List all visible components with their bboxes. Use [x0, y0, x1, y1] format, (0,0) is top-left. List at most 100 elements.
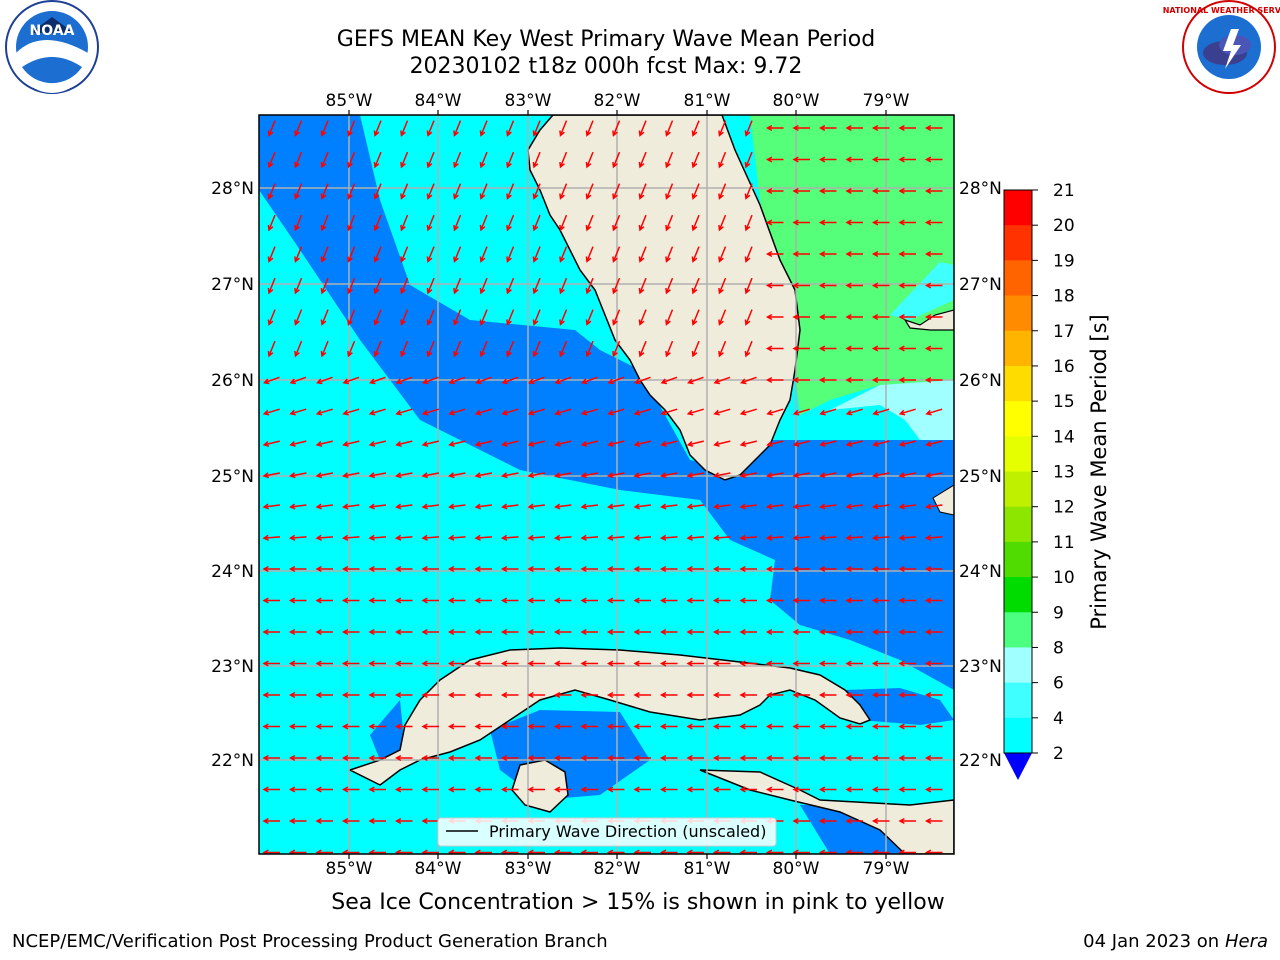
wave-arrow [871, 250, 890, 258]
wave-arrow [500, 534, 519, 541]
wave-arrow [660, 408, 678, 416]
wave-arrow [400, 214, 409, 232]
wave-arrow [665, 277, 674, 295]
wave-arrow [660, 503, 678, 510]
wave-arrow [739, 472, 758, 479]
colorbar-segment [1004, 471, 1032, 508]
wave-arrow [765, 345, 784, 352]
lat-label-left: 24°N [211, 562, 254, 582]
wave-arrow [898, 472, 917, 479]
wave-arrow [924, 156, 943, 163]
wave-arrow [400, 120, 409, 137]
wave-arrow [766, 440, 784, 447]
wave-arrow [845, 786, 863, 793]
wave-arrow [400, 246, 409, 263]
wave-arrow [580, 597, 598, 604]
wave-arrow [819, 472, 837, 479]
wave-arrow [506, 309, 515, 326]
wave-arrow [898, 503, 916, 510]
wave-arrow [718, 183, 727, 200]
wave-arrow [924, 124, 943, 132]
wave-arrow [289, 376, 307, 385]
grid-lines [259, 115, 954, 854]
wave-arrow [447, 754, 466, 762]
wave-arrow [501, 503, 519, 510]
wave-arrow [500, 628, 519, 636]
wave-arrow [394, 817, 413, 825]
wave-arrow [426, 277, 435, 295]
wave-arrow [845, 534, 864, 541]
wave-arrow [315, 472, 334, 479]
wave-arrow [659, 597, 678, 604]
wave-arrow [845, 408, 863, 416]
wave-arrow [665, 120, 674, 137]
wave-arrow [606, 691, 625, 699]
lat-label-left: 28°N [211, 179, 254, 199]
wave-arrow [368, 440, 386, 447]
wave-arrow [924, 187, 943, 195]
wave-arrow [500, 754, 519, 762]
wave-arrow [845, 849, 863, 854]
wave-arrow [373, 246, 382, 263]
wave-arrow [474, 849, 492, 854]
wave-arrow [871, 565, 890, 573]
wave-arrow [368, 817, 386, 825]
wave-arrow [585, 214, 594, 232]
wave-arrow [368, 754, 386, 762]
wave-arrow [532, 309, 541, 326]
wave-arrow [553, 534, 572, 541]
wave-arrow [580, 786, 598, 793]
wave-arrow [395, 408, 413, 416]
wave-arrow [765, 250, 784, 258]
lat-label-right: 24°N [959, 562, 1002, 582]
lon-label-bottom: 83°W [505, 859, 552, 879]
wave-arrow [638, 340, 647, 358]
wave-arrow [691, 183, 700, 200]
wave-arrow [527, 440, 545, 447]
wave-arrow [342, 440, 360, 447]
wave-arrow [898, 376, 916, 384]
wave-arrow [871, 313, 890, 321]
wave-arrow [607, 408, 625, 416]
wave-arrow [712, 534, 731, 541]
wave-arrow [426, 151, 435, 169]
lon-label-top: 80°W [773, 91, 820, 111]
colorbar-tick-label: 19 [1053, 251, 1075, 271]
wave-arrow [691, 214, 700, 232]
wave-arrow [500, 849, 519, 854]
wave-arrow [267, 120, 276, 137]
wave-arrow [765, 691, 784, 699]
wave-arrow [421, 503, 439, 510]
wave-arrow [898, 534, 917, 541]
wave-arrow [718, 151, 727, 169]
colorbar-segment [1004, 647, 1032, 684]
wave-arrow [500, 565, 519, 573]
wave-arrow [898, 187, 916, 195]
wave-arrow [659, 849, 678, 854]
wave-arrow [686, 534, 705, 541]
wave-arrow [580, 440, 598, 447]
wave-arrow [924, 723, 943, 730]
wave-arrow [845, 628, 863, 636]
noaa-logo-text: NOAA [30, 23, 75, 39]
wave-arrow [898, 754, 916, 762]
wave-arrow [659, 660, 678, 667]
wave-arrow [262, 408, 280, 416]
wave-arrow [898, 124, 916, 132]
wave-arrow [474, 472, 493, 479]
wave-arrow [633, 786, 651, 793]
wave-arrow [740, 376, 757, 385]
wave-arrow [898, 313, 916, 321]
footer-host: Hera [1224, 931, 1268, 952]
wave-arrow [638, 183, 647, 200]
lon-label-bottom: 85°W [326, 859, 373, 879]
wave-arrow [792, 597, 810, 604]
wave-arrow [818, 124, 837, 132]
wave-arrow [532, 340, 541, 358]
wave-arrow [687, 376, 704, 385]
wave-arrow [581, 376, 598, 385]
wave-arrow [898, 817, 916, 825]
wave-arrow [792, 723, 810, 730]
wave-arrow [373, 183, 382, 200]
wave-arrow [765, 282, 784, 289]
